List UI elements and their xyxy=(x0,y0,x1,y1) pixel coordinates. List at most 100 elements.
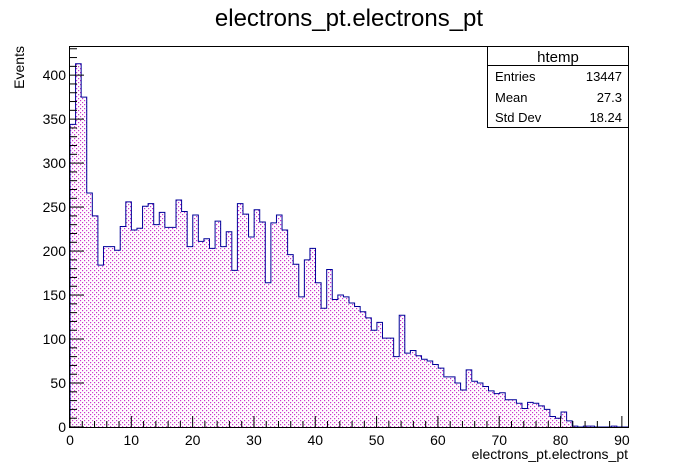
x-tick-label: 30 xyxy=(246,432,262,448)
x-tick-label: 50 xyxy=(369,432,385,448)
histogram-bin xyxy=(365,317,372,427)
y-axis-tick-labels: 0 50 100 150 200 250 300 350 400 xyxy=(43,67,67,435)
histogram-bin xyxy=(332,299,338,427)
x-tick-label: 60 xyxy=(430,432,446,448)
histogram-bin xyxy=(404,353,411,427)
histogram-bin xyxy=(254,209,260,427)
histogram-bin xyxy=(120,226,126,427)
histogram-bin xyxy=(153,224,160,427)
x-axis-title: electrons_pt.electrons_pt xyxy=(472,446,629,462)
histogram-bin xyxy=(97,265,104,427)
histogram-bin xyxy=(488,390,495,427)
histogram-bin xyxy=(393,356,400,427)
histogram-bin xyxy=(561,412,567,427)
histogram-bin xyxy=(248,237,255,427)
histogram-bin xyxy=(354,306,361,427)
y-axis-title: Events xyxy=(11,46,27,89)
y-tick-label: 300 xyxy=(43,155,67,171)
stats-entries-value: 13447 xyxy=(586,69,622,84)
histogram-bin xyxy=(544,409,550,427)
histogram-bin xyxy=(86,193,93,427)
histogram-bin xyxy=(337,295,344,427)
histogram-bin xyxy=(170,227,177,427)
histogram-bin xyxy=(360,311,366,427)
stats-box: htemp Entries 13447 Mean 27.3 Std Dev 18… xyxy=(487,46,629,128)
histogram-bin xyxy=(220,246,227,427)
histogram-bin xyxy=(455,383,461,427)
stats-mean-value: 27.3 xyxy=(597,90,622,105)
y-tick-label: 50 xyxy=(50,375,66,391)
histogram-bin xyxy=(176,200,182,427)
x-tick-label: 10 xyxy=(124,432,140,448)
histogram-bin xyxy=(70,124,76,427)
histogram-bin xyxy=(410,350,416,427)
histogram-bin xyxy=(533,403,539,427)
x-tick-label: 90 xyxy=(614,432,630,448)
stats-box-name: htemp xyxy=(537,49,579,66)
histogram-bin xyxy=(148,203,154,427)
histogram-bin xyxy=(421,359,428,427)
histogram-bin xyxy=(131,229,137,427)
histogram-bin xyxy=(309,248,316,427)
histogram-bin xyxy=(287,254,294,427)
chart-title: electrons_pt.electrons_pt xyxy=(215,5,483,32)
histogram-bin xyxy=(164,227,171,427)
histogram-bin xyxy=(432,364,439,427)
y-tick-label: 100 xyxy=(43,331,67,347)
stats-entries-label: Entries xyxy=(495,69,536,84)
y-tick-label: 0 xyxy=(58,419,66,435)
histogram-bin xyxy=(203,238,210,427)
x-tick-label: 80 xyxy=(553,432,569,448)
histogram-bin xyxy=(371,330,377,427)
x-tick-label: 40 xyxy=(307,432,323,448)
histogram-bin xyxy=(326,269,333,427)
histogram-bin xyxy=(376,322,383,427)
stats-box-frame xyxy=(487,46,629,128)
histogram-bin xyxy=(460,390,467,427)
histogram-bin xyxy=(466,369,472,427)
histogram-bin xyxy=(142,206,149,427)
histogram-bin xyxy=(298,296,305,427)
histogram-bin xyxy=(388,338,394,427)
histogram-bin xyxy=(477,383,483,427)
x-axis-ticks xyxy=(69,416,623,427)
histogram-bin xyxy=(349,302,355,427)
histogram-bin xyxy=(505,399,511,427)
histogram-bin xyxy=(527,402,534,427)
stats-mean-label: Mean xyxy=(495,90,528,105)
y-tick-label: 150 xyxy=(43,287,67,303)
histogram-bin xyxy=(237,203,243,427)
histogram-bin xyxy=(75,63,82,428)
y-axis-ticks xyxy=(70,48,84,428)
histogram-bin xyxy=(566,420,573,427)
histogram-bin xyxy=(427,361,433,427)
x-axis-tick-labels: 0 10 20 30 40 50 60 70 80 90 xyxy=(66,432,630,448)
histogram-bin xyxy=(399,315,405,427)
histogram-bin xyxy=(482,386,489,427)
y-tick-label: 250 xyxy=(43,199,67,215)
histogram-bin xyxy=(315,282,322,427)
histogram-bin xyxy=(304,259,310,427)
histogram-bin xyxy=(265,282,271,427)
y-tick-label: 400 xyxy=(43,67,67,83)
histogram-bin xyxy=(103,246,110,427)
histogram-bin xyxy=(510,399,517,427)
histogram-bin xyxy=(92,215,98,427)
histogram-bin xyxy=(521,408,528,427)
plot-frame xyxy=(69,46,629,428)
y-tick-label: 350 xyxy=(43,111,67,127)
histogram-bin xyxy=(538,405,545,427)
histogram-bin xyxy=(549,416,556,427)
histogram-bin xyxy=(109,246,115,427)
histogram-bin xyxy=(449,376,456,427)
histogram-bin xyxy=(136,228,143,427)
histogram-bin xyxy=(215,221,221,427)
x-tick-label: 0 xyxy=(66,432,74,448)
x-tick-label: 20 xyxy=(185,432,201,448)
histogram-bin xyxy=(343,296,349,427)
histogram-bin xyxy=(226,231,232,427)
histogram-bin xyxy=(282,229,288,427)
histogram-bin xyxy=(555,418,562,427)
histogram-bin xyxy=(81,97,87,427)
